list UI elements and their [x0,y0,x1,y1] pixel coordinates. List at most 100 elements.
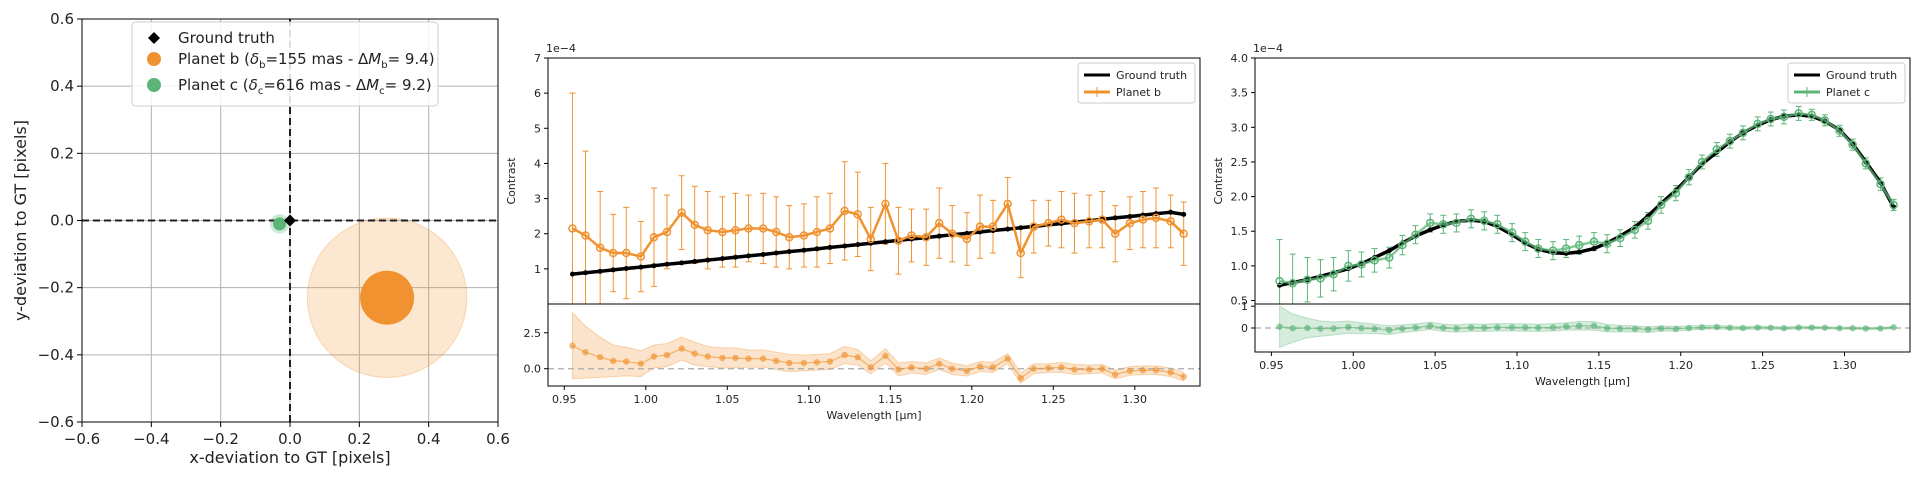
residual-point [1590,322,1598,330]
residual-point [1603,325,1611,332]
legend-box [131,21,439,107]
ground-truth-point [1018,225,1024,231]
position-chart: −0.6−0.6 −0.4 −0.4 −0.2 −0.2 0.0 0.0 0.2 0.2 0.4 0… [11,10,510,467]
x-tick-label: 1.15 [878,393,903,406]
estimate-point [1344,261,1353,271]
residual-point [1045,364,1052,372]
y-tick-label: 3 [534,193,541,206]
ground-truth-point [936,233,942,239]
legend-ground-truth-label: Ground truth [1116,69,1187,82]
x-axis-label: Wavelength [μm] [826,409,921,422]
estimate-line [1279,112,1895,285]
estimate-point [1848,140,1857,149]
ground-truth-point [664,261,670,267]
ground-truth-point [1591,246,1597,252]
ground-truth-point [569,271,575,277]
y-tick-label: 7 [534,52,541,65]
estimate-point [1507,228,1517,237]
x-tick-label: 1.20 [960,393,985,406]
estimate-point [1439,220,1448,229]
residual-point [704,353,711,360]
estimate-point [1288,278,1297,288]
ground-truth-point [1168,209,1174,215]
y-tick-label: 0.6 [50,10,74,28]
residual-point [1167,369,1174,376]
legend-planet-label: Planet c [1826,86,1870,99]
estimate-point [1779,112,1789,122]
estimate-point [1794,109,1803,118]
ground-truth-point [1427,227,1433,233]
x-tick-label: 1.05 [1423,359,1448,372]
estimate-point [1766,114,1776,124]
estimate-point [1671,188,1681,198]
y-tick-label: 1 [534,263,541,276]
estimate-point [1466,214,1476,224]
residual-point [922,365,930,372]
estimate-point [649,232,659,242]
residual-point [1795,324,1802,331]
estimate-point [608,248,618,258]
residual-line [572,345,1184,380]
residual-point [841,351,848,359]
estimate-point [825,224,835,233]
legend-label-part: = 9.4) [388,50,435,68]
estimate-point [636,252,646,261]
ground-truth-point [1127,213,1133,219]
estimate-point [1303,275,1312,284]
residual-point [1330,325,1337,332]
ground-truth-point [719,256,725,262]
residual-point [1412,324,1419,331]
x-tick-label: 1.25 [1041,393,1066,406]
residual-point [976,363,984,370]
legend-planet-label: Planet b [1116,86,1161,99]
residual-point [854,354,861,361]
residual-point [1345,323,1352,331]
legend-label-part: = 9.2) [385,76,432,94]
estimate-point [894,236,903,245]
residual-point [1631,325,1639,333]
residual-point [773,357,780,365]
residual-point [1562,323,1570,330]
residual-point [1467,324,1475,331]
x-tick-label: 0.2 [347,430,371,448]
residual-point [786,359,793,367]
estimate-point [1602,239,1612,248]
residual-point [1180,373,1187,380]
residual-point [1289,325,1296,332]
residual-point [759,355,767,362]
planet-c-point [273,217,287,231]
residual-plot-frame [547,303,1201,387]
estimate-point [1151,213,1161,223]
y-tick-label: 4 [534,157,541,170]
legend-planet-marker [147,78,161,92]
ground-truth-point [638,264,644,270]
scale-label: 1e−4 [1253,42,1283,55]
residual-point [719,354,726,362]
estimate-point [1820,116,1830,125]
estimate-line [571,200,1185,258]
estimate-point [1057,215,1066,224]
x-tick-label: 0.6 [486,430,510,448]
residual-point [1657,325,1665,332]
legend-label-part: δ [249,76,258,94]
ground-truth-point [1386,248,1392,254]
y-tick-label: 1.5 [1231,225,1249,238]
residual-point [1739,324,1747,332]
y-tick-label: −0.4 [38,346,74,364]
x-tick-label: 1.10 [1505,359,1530,372]
residual-point [1535,324,1542,331]
legend-label-part: c [258,86,264,97]
legend-label-part: δ [250,50,259,68]
residual-point [800,359,808,367]
residual-point [1862,325,1869,332]
residual-point [1890,324,1897,331]
estimate-point [1861,159,1871,168]
ground-truth-point [732,254,738,260]
estimate-point [1630,225,1640,235]
residual-band [571,311,1185,384]
estimate-point [947,229,957,238]
residual-point [745,355,752,362]
residual-point [949,365,956,372]
ground-truth-point [610,267,616,273]
